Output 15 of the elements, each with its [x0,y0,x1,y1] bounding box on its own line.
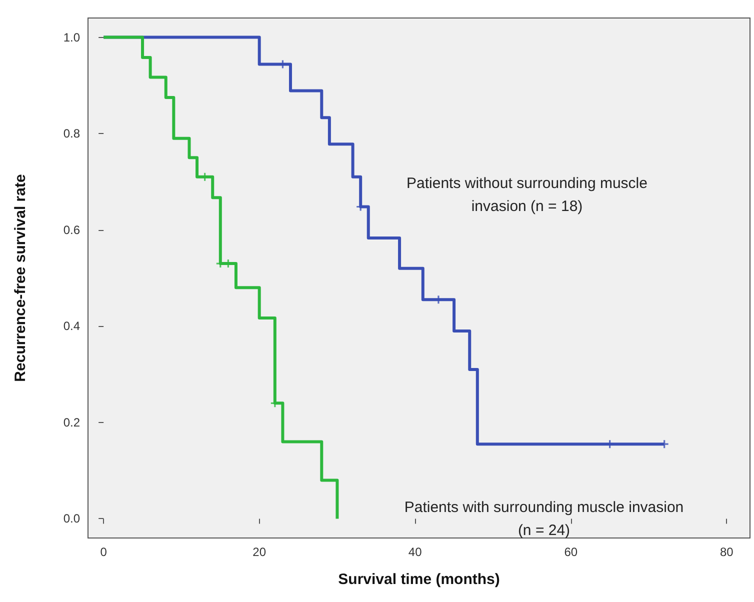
y-tick-label: 0.8 [63,126,80,141]
annotation: Patients without surrounding muscle invasion (n = 18) [406,175,648,215]
x-tick-label: 60 [564,545,578,559]
x-tick-label: 0 [100,545,108,559]
x-tick-label: 40 [408,545,422,559]
x-tick-label: 20 [252,545,266,559]
y-tick-label: 0.6 [63,222,80,237]
annotation: Patients with surrounding muscle invasion (n = 24) [404,499,684,539]
x-tick-label: 80 [720,545,734,559]
x-axis-title: Survival time (months) [338,571,500,588]
y-tick-label: 1.0 [63,30,80,44]
y-tick-label: 0.0 [63,512,80,526]
y-tick-label: 0.2 [63,415,80,430]
y-tick-label: 0.4 [63,319,80,334]
y-axis-title: Recurrence-free survival rate [12,174,29,382]
